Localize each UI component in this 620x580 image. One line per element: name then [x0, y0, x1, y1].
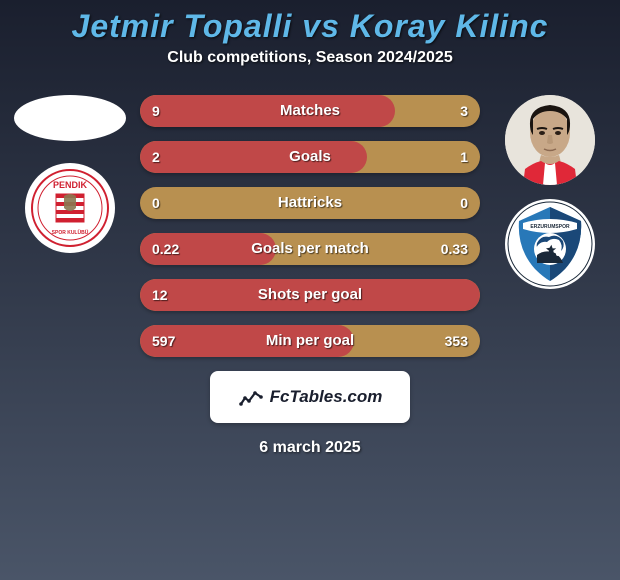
svg-text:PENDIK: PENDIK [53, 180, 88, 190]
brand-icon [238, 384, 264, 410]
date-text: 6 march 2025 [0, 439, 620, 457]
player1-club-badge: PENDIK SPOR KULÜBÜ [25, 163, 115, 253]
stat-row: 12Shots per goal [140, 279, 480, 311]
stat-label: Shots per goal [140, 279, 480, 311]
stat-row: 93Matches [140, 95, 480, 127]
stat-label: Matches [140, 95, 480, 127]
stat-label: Goals per match [140, 233, 480, 265]
brand-text: FcTables.com [270, 387, 383, 407]
stat-row: 00Hattricks [140, 187, 480, 219]
svg-text:ERZURUMSPOR: ERZURUMSPOR [530, 224, 570, 230]
stat-row: 21Goals [140, 141, 480, 173]
stat-label: Min per goal [140, 325, 480, 357]
player2-avatar [505, 95, 595, 185]
svg-text:SPOR KULÜBÜ: SPOR KULÜBÜ [52, 229, 89, 236]
player1-avatar [14, 95, 126, 141]
stats-list: 93Matches 21Goals 00Hattricks 0.220.33Goals… [140, 95, 480, 357]
stat-row: 597353Min per goal [140, 325, 480, 357]
stat-row: 0.220.33Goals per match [140, 233, 480, 265]
player2-club-badge: ERZURUMSPOR [505, 199, 595, 289]
main-area: PENDIK SPOR KULÜBÜ [0, 95, 620, 357]
page-title: Jetmir Topalli vs Koray Kilinc [0, 6, 620, 49]
stat-label: Hattricks [140, 187, 480, 219]
brand-box: FcTables.com [210, 371, 410, 423]
left-column: PENDIK SPOR KULÜBÜ [10, 95, 130, 253]
stat-label: Goals [140, 141, 480, 173]
page-subtitle: Club competitions, Season 2024/2025 [0, 49, 620, 67]
right-column: ERZURUMSPOR [490, 95, 610, 289]
